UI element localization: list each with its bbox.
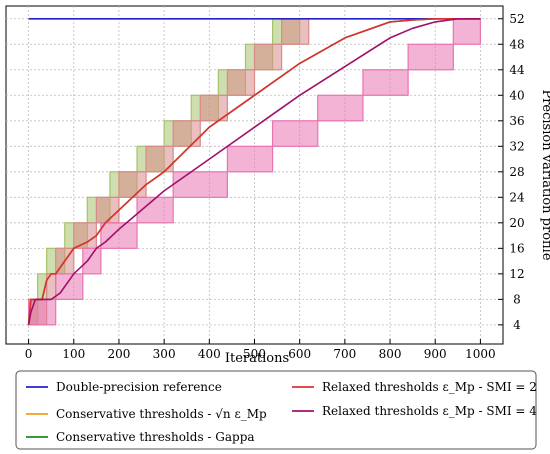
x-tick-label: 0 xyxy=(25,347,33,361)
x-tick-label: 800 xyxy=(379,347,402,361)
band-block xyxy=(118,171,147,198)
band-block xyxy=(362,69,409,96)
y-tick-label: 48 xyxy=(509,37,524,51)
legend-label: Relaxed thresholds ε_Mp - SMI = 2 xyxy=(322,380,537,394)
band-block xyxy=(226,145,274,173)
band-block xyxy=(100,222,138,249)
y-tick-label: 40 xyxy=(509,88,524,102)
band-block xyxy=(407,43,454,71)
legend-label: Conservative thresholds - √n ε_Mp xyxy=(56,407,267,421)
band-block xyxy=(95,196,120,224)
y-tick-label: 52 xyxy=(509,12,524,26)
band-block xyxy=(172,171,228,198)
legend-label: Double-precision reference xyxy=(56,380,222,394)
x-tick-label: 900 xyxy=(424,347,447,361)
x-ticks: 0 100 200 300 400 500 600 700 800 900 1000 xyxy=(25,339,496,361)
y-tick-label: 20 xyxy=(509,216,524,230)
y-tick-label: 8 xyxy=(513,292,521,306)
legend-frame xyxy=(15,370,537,450)
y-tick-label: 24 xyxy=(509,190,525,204)
legend-label: Conservative thresholds - Gappa xyxy=(56,430,255,444)
y-tick-label: 44 xyxy=(509,63,525,77)
band-block xyxy=(145,145,174,173)
legend: Double-precision reference Conservative t… xyxy=(15,370,537,450)
legend-label: Relaxed thresholds ε_Mp - SMI = 4 xyxy=(322,404,537,418)
y-tick-label: 4 xyxy=(513,318,521,332)
band-block xyxy=(73,222,97,249)
x-axis-label: Iterations xyxy=(225,351,289,366)
y-tick-label: 28 xyxy=(509,165,524,179)
y-tick-label: 12 xyxy=(509,267,524,281)
y-tick-label: 16 xyxy=(509,241,524,255)
x-tick-label: 600 xyxy=(288,347,311,361)
x-tick-label: 700 xyxy=(333,347,356,361)
y-axis-label: Precision variation profile xyxy=(539,89,550,260)
band-block xyxy=(172,120,201,147)
x-tick-label: 300 xyxy=(153,347,176,361)
x-tick-label: 100 xyxy=(62,347,85,361)
band-block xyxy=(253,43,283,71)
band-block xyxy=(271,120,319,147)
y-tick-label: 36 xyxy=(509,114,524,128)
band-block xyxy=(82,247,102,275)
x-tick-label: 200 xyxy=(108,347,131,361)
x-tick-label: 400 xyxy=(198,347,221,361)
band-block xyxy=(226,69,256,96)
band-block xyxy=(199,94,228,122)
y-tick-label: 32 xyxy=(509,139,524,153)
x-tick-label: 1000 xyxy=(465,347,496,361)
series-lines xyxy=(27,17,481,326)
band-block xyxy=(317,94,364,122)
band-block xyxy=(136,196,174,224)
band-block xyxy=(281,18,310,45)
band-block xyxy=(55,273,84,300)
series-line xyxy=(27,17,481,326)
series-line xyxy=(27,17,481,325)
band-block xyxy=(27,298,57,326)
x-tick-label: 500 xyxy=(243,347,266,361)
band-block xyxy=(452,18,482,45)
